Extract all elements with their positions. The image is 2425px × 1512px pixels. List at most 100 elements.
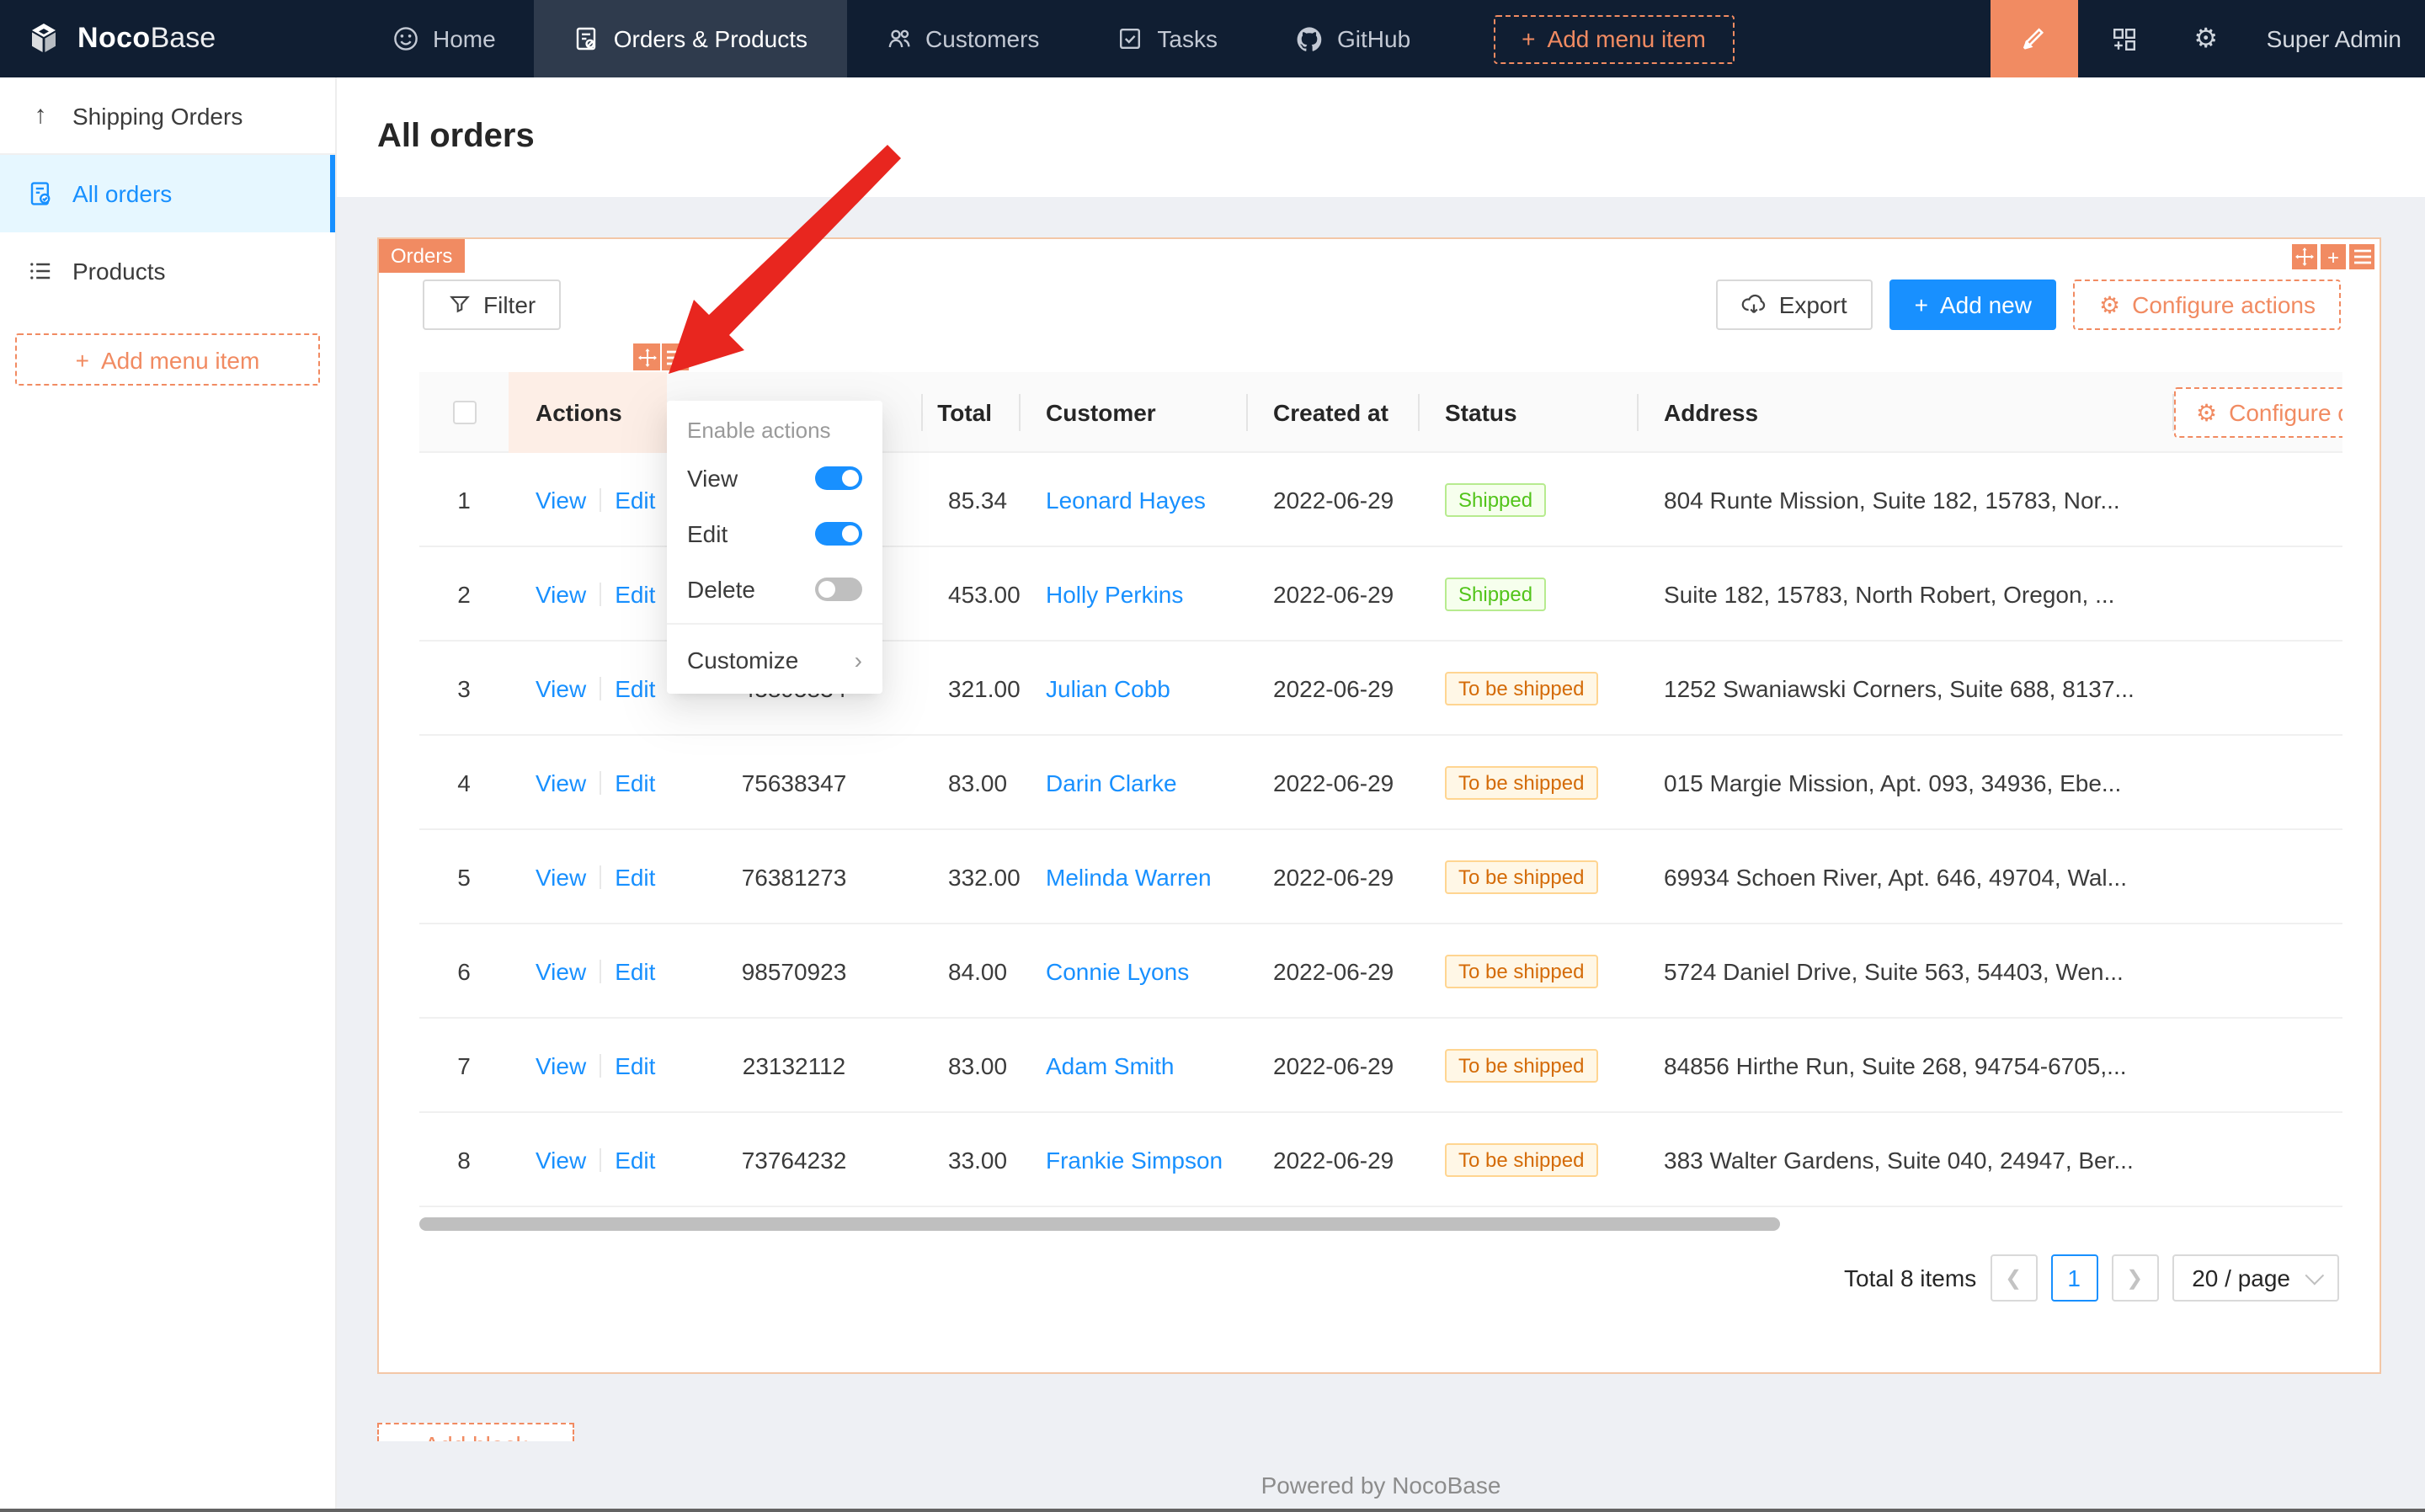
customer-link[interactable]: Leonard Hayes — [1046, 486, 1206, 513]
edit-link[interactable]: Edit — [615, 486, 656, 513]
table-row: 2 View Edit 453.00 Holly Perkins 2022-06… — [419, 547, 2342, 642]
total-cell: 83.00 — [948, 1051, 1008, 1078]
current-page-button[interactable]: 1 — [2050, 1254, 2098, 1302]
audit-icon — [27, 180, 54, 207]
row-index: 4 — [457, 769, 471, 796]
row-actions-cell: View Edit — [509, 1051, 667, 1078]
customer-cell: Holly Perkins — [1019, 580, 1246, 607]
sidebar-add-menu-item-button[interactable]: + Add menu item — [15, 333, 320, 386]
customer-cell: Adam Smith — [1019, 1051, 1246, 1078]
brand-text-light: Base — [150, 22, 216, 54]
drag-handle-icon[interactable] — [633, 343, 660, 370]
block-menu-icon[interactable] — [2349, 244, 2374, 269]
nav-tab-github[interactable]: GitHub — [1256, 0, 1449, 77]
delete-toggle[interactable] — [815, 577, 862, 600]
address-cell: 804 Runte Mission, Suite 182, 15783, Nor… — [1664, 486, 2120, 513]
next-page-button[interactable]: ❯ — [2111, 1254, 2159, 1302]
customer-link[interactable]: Holly Perkins — [1046, 580, 1184, 607]
plus-icon: + — [75, 346, 89, 373]
total-cell: 83.00 — [948, 769, 1008, 796]
customer-link[interactable]: Frankie Simpson — [1046, 1146, 1223, 1173]
edit-link[interactable]: Edit — [615, 863, 656, 890]
table-row: 1 View Edit 85.34 Leonard Hayes 2022-06-… — [419, 453, 2342, 547]
configure-columns-button[interactable]: ⚙ Configure columns — [2174, 387, 2342, 438]
created-at-cell: 2022-06-29 — [1273, 486, 1394, 513]
settings-gear-icon[interactable]: ⚙ — [2193, 25, 2218, 54]
sidebar-item-shipping-orders[interactable]: ↑ Shipping Orders — [0, 77, 335, 155]
edit-link[interactable]: Edit — [615, 957, 656, 984]
customer-cell: Leonard Hayes — [1019, 486, 1246, 513]
column-menu-icon[interactable] — [662, 343, 689, 370]
filter-funnel-icon — [448, 293, 472, 317]
add-block-icon[interactable]: + — [2321, 244, 2346, 269]
gear-icon: ⚙ — [2196, 398, 2218, 425]
block-designer-icons: + — [2292, 244, 2374, 269]
edit-link[interactable]: Edit — [615, 674, 656, 701]
customer-link[interactable]: Connie Lyons — [1046, 957, 1190, 984]
created-at-cell: 2022-06-29 — [1273, 580, 1394, 607]
customer-cell: Connie Lyons — [1019, 957, 1246, 984]
customer-cell: Darin Clarke — [1019, 769, 1246, 796]
actions-column-designer-icons — [633, 343, 689, 370]
page-size-select[interactable]: 20 / page — [2172, 1254, 2339, 1302]
menu-item-edit[interactable]: Edit — [667, 505, 882, 561]
column-header-total[interactable]: Total — [921, 372, 1019, 453]
edit-link[interactable]: Edit — [615, 1051, 656, 1078]
filter-button[interactable]: Filter — [423, 280, 562, 330]
nav-tab-label: Home — [433, 25, 496, 52]
plugin-blocks-icon[interactable] — [2092, 0, 2159, 77]
customer-link[interactable]: Melinda Warren — [1046, 863, 1212, 890]
view-link[interactable]: View — [536, 1146, 587, 1173]
action-divider — [600, 487, 602, 511]
previous-page-button[interactable]: ❮ — [1990, 1254, 2038, 1302]
customer-link[interactable]: Adam Smith — [1046, 1051, 1175, 1078]
customer-link[interactable]: Julian Cobb — [1046, 674, 1170, 701]
customer-cell: Julian Cobb — [1019, 674, 1246, 701]
export-button[interactable]: Export — [1716, 280, 1873, 330]
column-header-actions[interactable]: Actions — [509, 372, 667, 453]
edit-toggle[interactable] — [815, 521, 862, 545]
configure-actions-button[interactable]: ⚙ Configure actions — [2073, 280, 2341, 330]
chevron-right-icon: › — [854, 646, 862, 673]
view-link[interactable]: View — [536, 769, 587, 796]
view-link[interactable]: View — [536, 580, 587, 607]
nav-tab-home[interactable]: Home — [354, 0, 535, 77]
nav-tab-orders-products[interactable]: Orders & Products — [534, 0, 847, 77]
menu-item-view[interactable]: View — [667, 450, 882, 505]
created-at-cell: 2022-06-29 — [1273, 769, 1394, 796]
edit-link[interactable]: Edit — [615, 580, 656, 607]
column-header-customer[interactable]: Customer — [1019, 372, 1246, 453]
column-header-address[interactable]: Address — [1637, 372, 2172, 453]
menu-item-label: Customize — [687, 646, 799, 673]
add-new-button[interactable]: + Add new — [1889, 280, 2057, 330]
customer-link[interactable]: Darin Clarke — [1046, 769, 1177, 796]
nav-add-menu-item-button[interactable]: + Add menu item — [1493, 14, 1735, 63]
nav-tab-customers[interactable]: Customers — [846, 0, 1078, 77]
nav-tab-tasks[interactable]: Tasks — [1078, 0, 1256, 77]
horizontal-scrollbar-thumb[interactable] — [419, 1217, 1780, 1231]
column-header-created-at[interactable]: Created at — [1246, 372, 1418, 453]
view-link[interactable]: View — [536, 957, 587, 984]
edit-link[interactable]: Edit — [615, 1146, 656, 1173]
check-square-icon — [1117, 25, 1143, 52]
ui-editor-toggle-button[interactable] — [1990, 0, 2078, 77]
view-link[interactable]: View — [536, 863, 587, 890]
brand-logo[interactable]: NocoBase — [0, 0, 337, 77]
view-toggle[interactable] — [815, 466, 862, 489]
column-header-status[interactable]: Status — [1418, 372, 1637, 453]
menu-item-delete[interactable]: Delete — [667, 561, 882, 616]
view-link[interactable]: View — [536, 1051, 587, 1078]
sidebar-item-products[interactable]: Products — [0, 232, 335, 310]
order-number-cell: 98570923 — [741, 957, 847, 984]
edit-link[interactable]: Edit — [615, 769, 656, 796]
view-link[interactable]: View — [536, 674, 587, 701]
sidebar-item-all-orders[interactable]: All orders — [0, 155, 335, 232]
view-link[interactable]: View — [536, 486, 587, 513]
created-at-cell: 2022-06-29 — [1273, 1051, 1394, 1078]
table-row: 4 View Edit 75638347 83.00 Darin Clarke … — [419, 736, 2342, 830]
menu-item-customize[interactable]: Customize › — [667, 631, 882, 687]
select-all-checkbox[interactable] — [452, 401, 476, 424]
user-menu[interactable]: Super Admin — [2266, 25, 2401, 52]
drag-handle-icon[interactable] — [2292, 244, 2317, 269]
add-block-button[interactable]: Add block — [377, 1423, 574, 1441]
